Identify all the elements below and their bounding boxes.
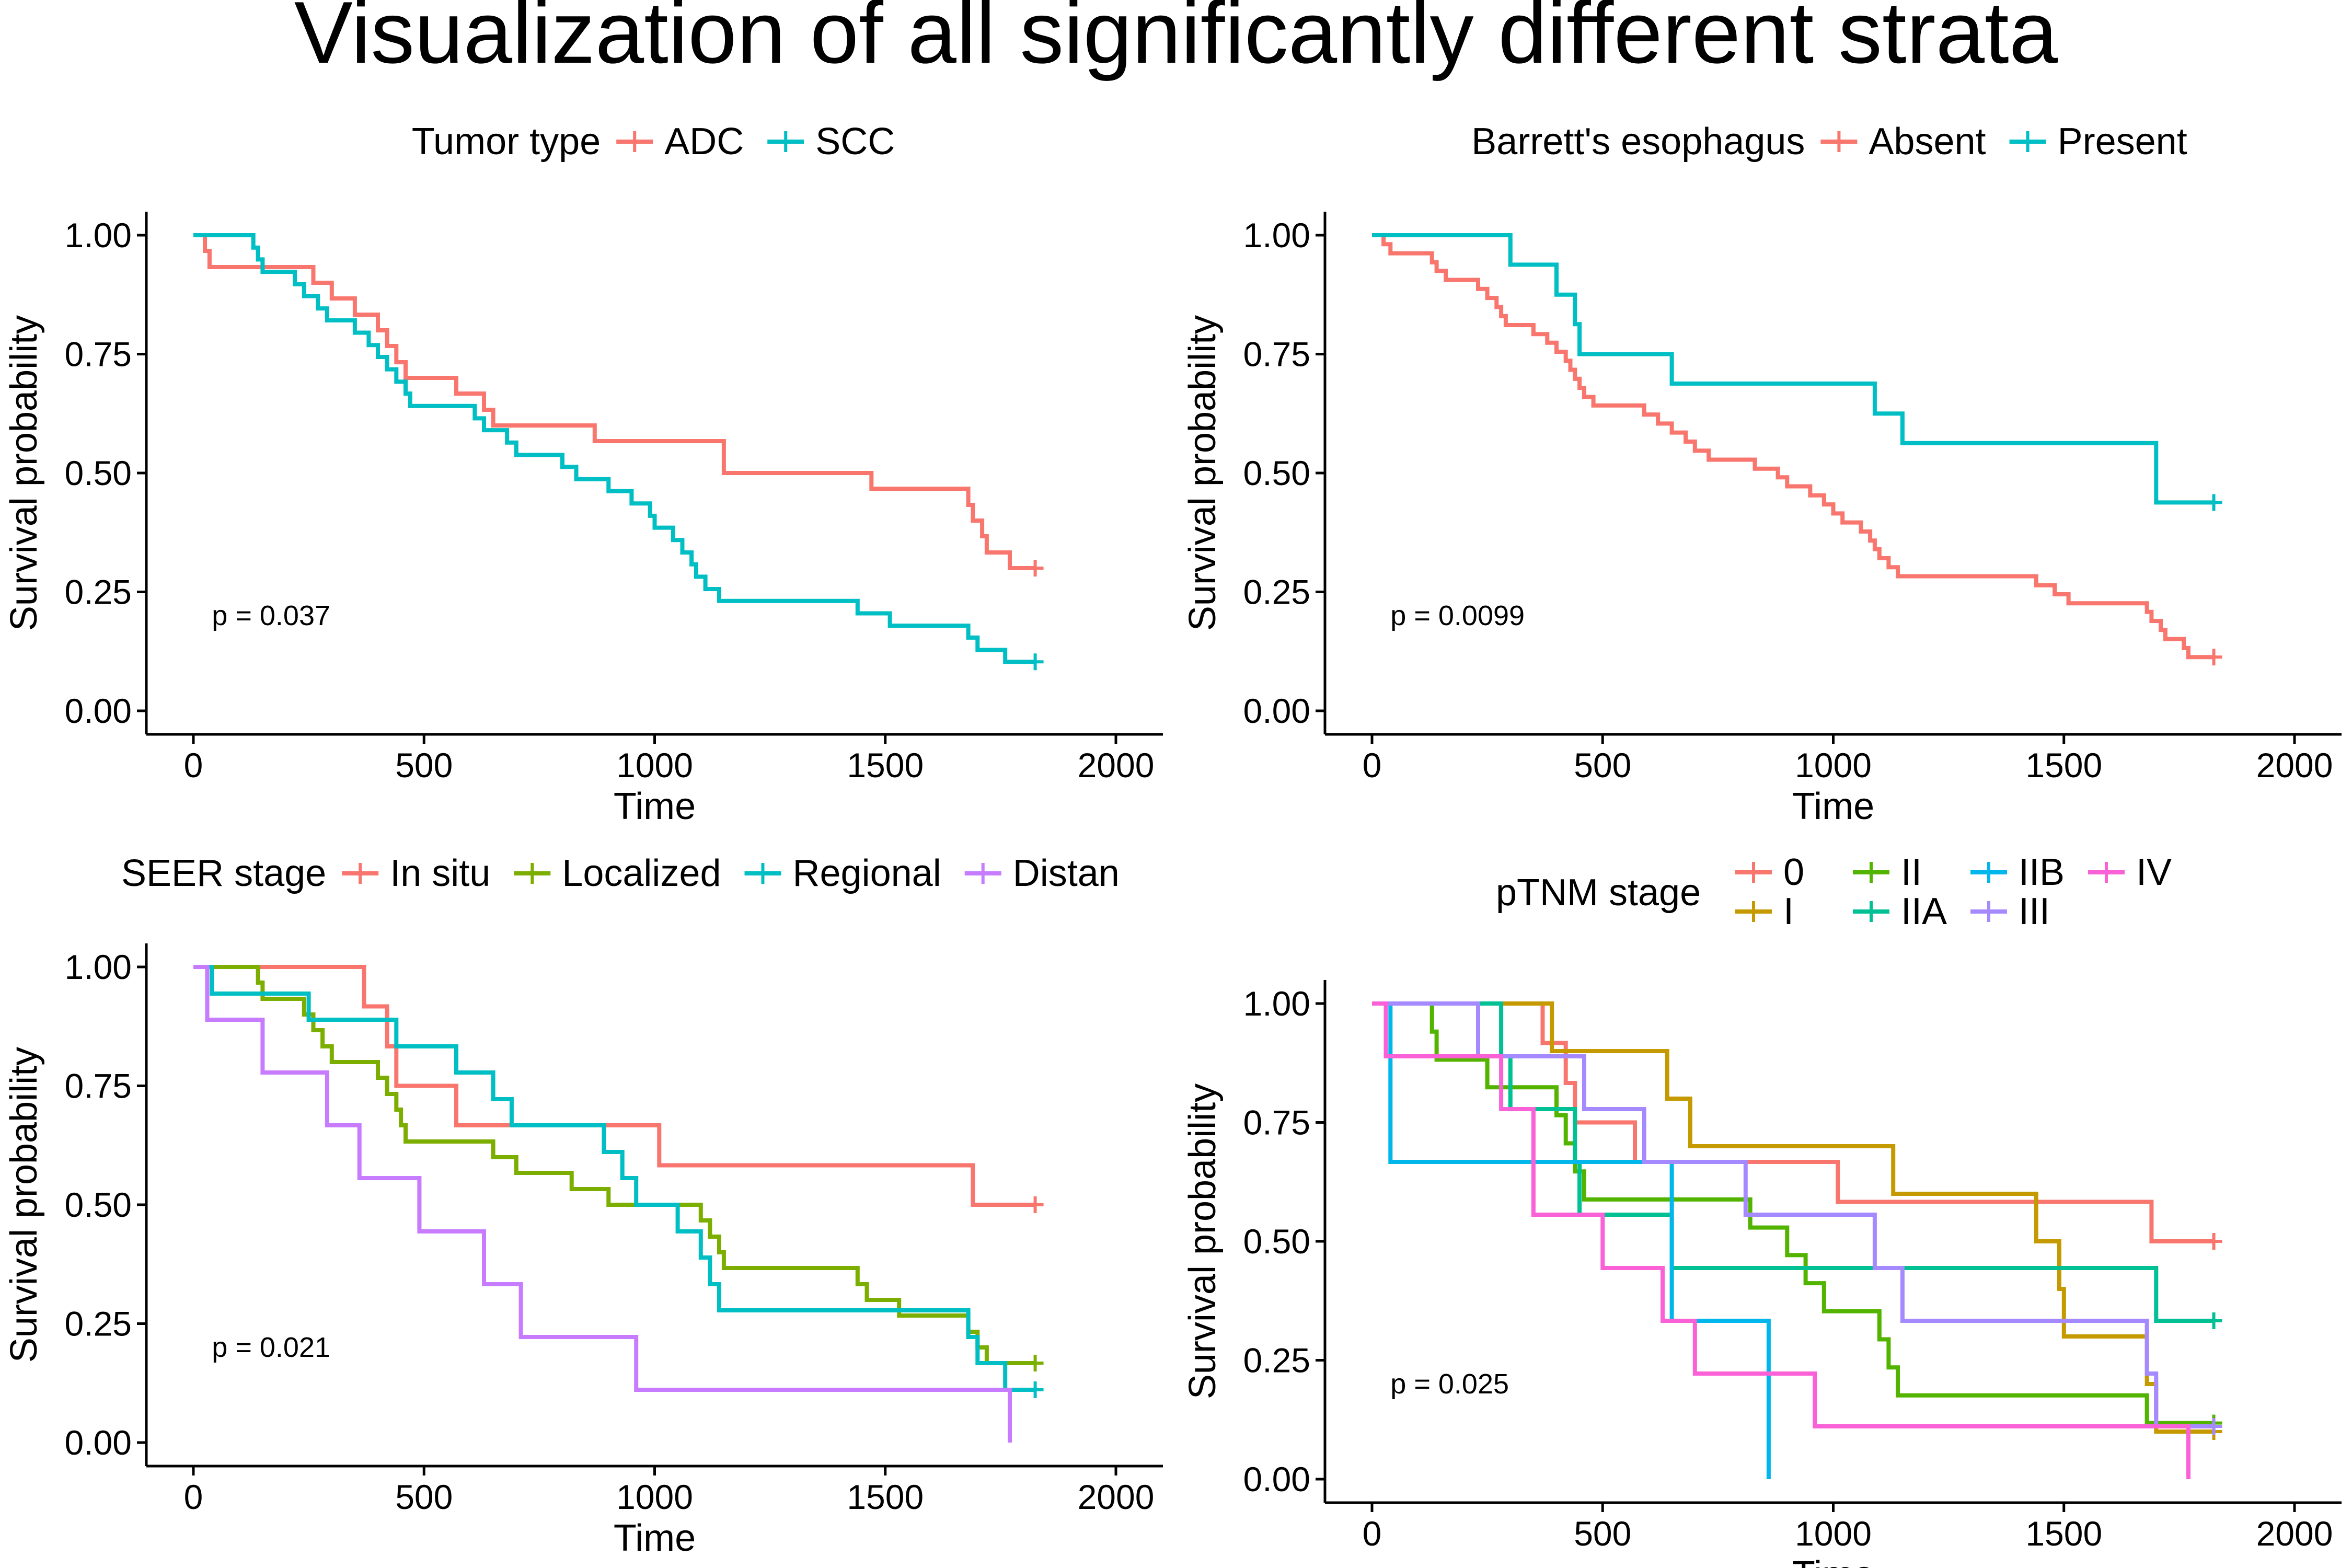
y-tick-label: 0.50: [65, 1185, 132, 1224]
x-tick-label: 1000: [1795, 746, 1872, 785]
survival-curve-present: [1372, 233, 2214, 505]
legend-label: IIA: [1901, 891, 1947, 932]
y-axis-title: Survival probability: [3, 315, 45, 631]
y-tick-label: 0.25: [1243, 1341, 1310, 1380]
x-axis-title: Time: [1792, 1554, 1874, 1568]
x-axis-title: Time: [614, 786, 696, 827]
y-tick-label: 0.50: [65, 454, 132, 492]
survival-curve-scc: [193, 233, 1035, 664]
legend-title: Barrett's esophagus: [1471, 121, 1805, 163]
km-panel-3: 0 500 1000 1500 2000 0.00 0.25 0.50 0.75 1.00 Time…: [3, 852, 1163, 1559]
x-tick-label: 500: [1574, 746, 1631, 785]
legend-label: 0: [1783, 851, 1804, 893]
y-tick-label: 1.00: [65, 216, 132, 255]
survival-curve-adc: [193, 233, 1035, 570]
x-tick-label: 2000: [1078, 746, 1155, 785]
x-tick-label: 0: [1363, 1514, 1382, 1553]
legend-label: Localized: [562, 852, 721, 894]
legend-title: Tumor type: [412, 121, 601, 163]
p-value-annotation: p = 0.037: [212, 600, 330, 631]
legend-label: SCC: [815, 121, 895, 163]
x-tick-label: 0: [1363, 746, 1382, 785]
legend: Tumor type ADC SCC: [412, 121, 895, 163]
p-value-annotation: p = 0.025: [1390, 1368, 1509, 1400]
survival-curve-i: [1372, 1001, 2214, 1434]
survival-curve-in-situ: [193, 965, 1035, 1207]
y-axis-title: Survival probability: [1182, 1083, 1224, 1399]
km-panel-2: 0 500 1000 1500 2000 0.00 0.25 0.50 0.75 1.00 Time…: [1182, 121, 2342, 827]
legend-label: ADC: [664, 121, 744, 163]
y-tick-label: 1.00: [1243, 984, 1310, 1023]
legend-label: Absent: [1869, 121, 1986, 163]
x-tick-label: 0: [184, 1478, 203, 1516]
survival-curve-iib: [1372, 1001, 1771, 1479]
legend-title: SEER stage: [121, 852, 326, 894]
y-tick-label: 0.50: [1243, 454, 1310, 492]
y-tick-label: 0.00: [65, 1423, 132, 1462]
y-tick-label: 0.25: [65, 1305, 132, 1343]
survival-curve-ii: [1372, 1001, 2214, 1425]
x-tick-label: 0: [184, 746, 203, 785]
legend-label: Present: [2058, 121, 2187, 163]
legend-label: I: [1783, 891, 1794, 932]
x-axis-title: Time: [614, 1517, 696, 1559]
legend: SEER stage In situ Localized Regional Distan: [121, 852, 1120, 894]
x-tick-label: 500: [395, 1478, 453, 1516]
survival-curve-iii: [1372, 1001, 2214, 1428]
survival-curve-0: [1372, 1001, 2214, 1243]
legend-label: IIB: [2019, 851, 2065, 893]
y-axis-title: Survival probability: [1182, 315, 1224, 631]
p-value-annotation: p = 0.021: [212, 1332, 330, 1363]
main-title: Visualization of all significantly diffe…: [294, 0, 2058, 82]
y-tick-label: 0.75: [65, 335, 132, 374]
y-tick-label: 0.25: [65, 573, 132, 612]
x-tick-label: 1500: [2025, 746, 2102, 785]
legend-label: In situ: [390, 852, 490, 894]
x-tick-label: 1000: [616, 746, 693, 785]
x-tick-label: 2000: [1078, 1478, 1155, 1516]
survival-curve-distan: [193, 965, 1012, 1443]
x-tick-label: 500: [1574, 1514, 1631, 1553]
survival-curve-iv: [1372, 1001, 2190, 1479]
y-tick-label: 0.00: [1243, 691, 1310, 730]
x-tick-label: 1000: [616, 1478, 693, 1516]
km-panel-1: 0 500 1000 1500 2000 0.00 0.25 0.50 0.75 1.00 Time…: [3, 121, 1163, 827]
y-tick-label: 1.00: [1243, 216, 1310, 255]
legend-label: Distan: [1013, 852, 1120, 894]
legend-label: Regional: [793, 852, 941, 894]
x-tick-label: 1000: [1795, 1514, 1872, 1553]
x-tick-label: 2000: [2256, 1514, 2333, 1553]
survival-curve-localized: [193, 965, 1035, 1365]
x-tick-label: 2000: [2256, 746, 2333, 785]
x-tick-label: 1500: [847, 1478, 924, 1516]
x-axis-title: Time: [1792, 786, 1874, 827]
y-tick-label: 0.75: [1243, 335, 1310, 374]
legend: Barrett's esophagus Absent Present: [1471, 121, 2187, 163]
legend-label: IV: [2136, 851, 2172, 893]
y-tick-label: 0.75: [1243, 1103, 1310, 1142]
km-panel-4: 0 500 1000 1500 2000 0.00 0.25 0.50 0.75 1.00 Time…: [1182, 851, 2342, 1568]
y-tick-label: 0.25: [1243, 573, 1310, 612]
y-tick-label: 1.00: [65, 948, 132, 986]
legend-label: III: [2019, 891, 2050, 932]
y-tick-label: 0.00: [1243, 1460, 1310, 1498]
panels: 0 500 1000 1500 2000 0.00 0.25 0.50 0.75 1.00 Time…: [3, 121, 2342, 1568]
survival-curve-regional: [193, 965, 1035, 1392]
y-tick-label: 0.75: [65, 1067, 132, 1105]
p-value-annotation: p = 0.0099: [1390, 600, 1525, 631]
x-tick-label: 1500: [847, 746, 924, 785]
legend-title: pTNM stage: [1496, 872, 1701, 914]
y-tick-label: 0.00: [65, 691, 132, 730]
legend-label: II: [1901, 851, 1922, 893]
y-axis-title: Survival probability: [3, 1047, 45, 1363]
survival-curve-absent: [1372, 233, 2214, 660]
x-tick-label: 1500: [2025, 1514, 2102, 1553]
x-tick-label: 500: [395, 746, 453, 785]
y-tick-label: 0.50: [1243, 1222, 1310, 1261]
